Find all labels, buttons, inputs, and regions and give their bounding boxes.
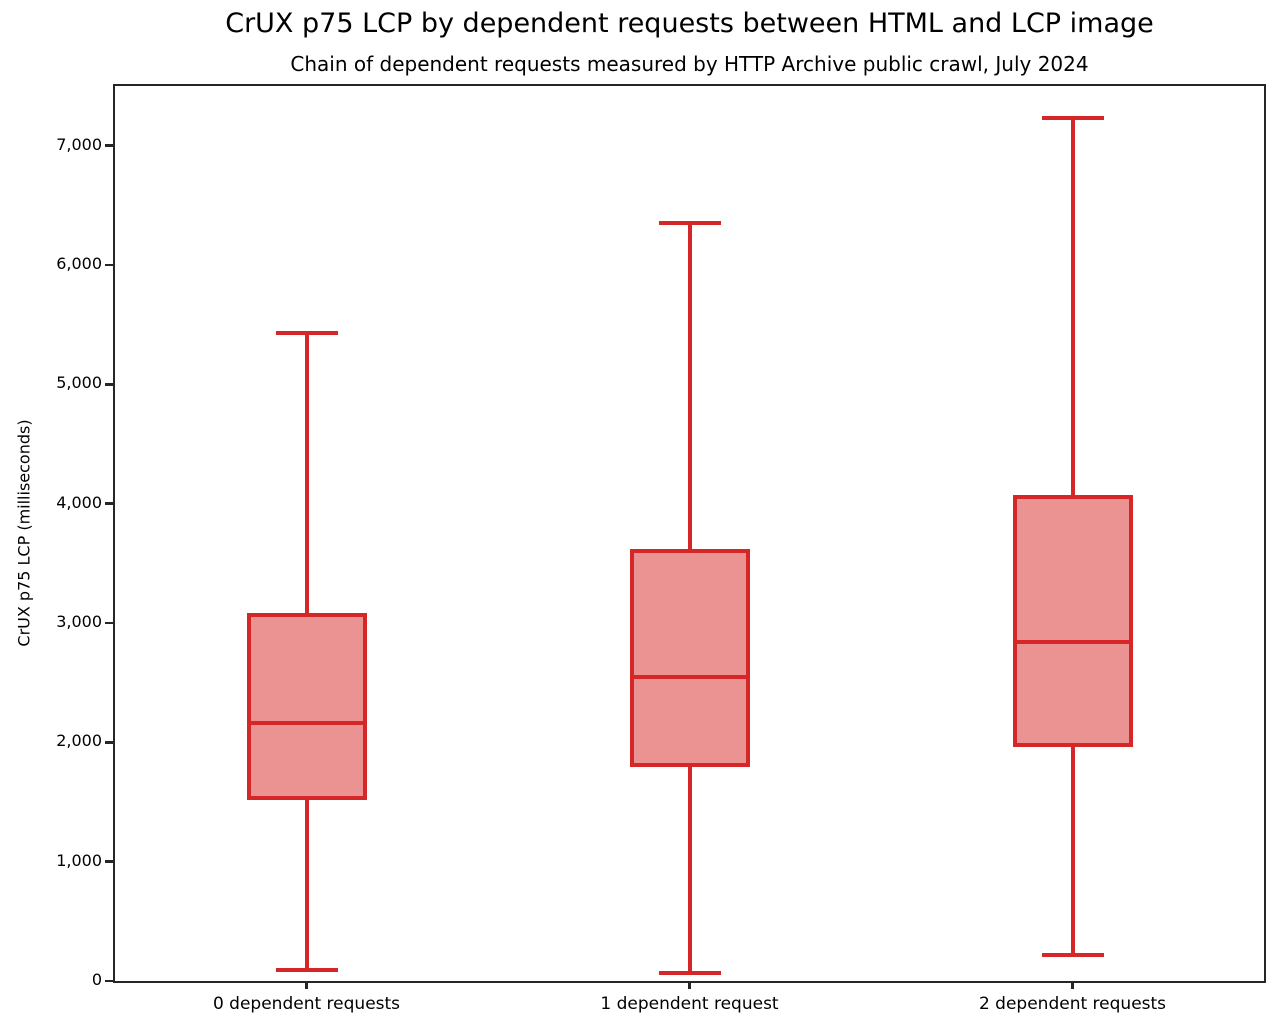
whisker-lower [687,765,692,973]
y-tick-mark [105,860,113,863]
y-tick-mark [105,144,113,147]
y-tick-label: 3,000 [56,612,102,631]
x-tick-mark [1071,981,1074,989]
box [629,549,750,767]
whisker-lower [1070,744,1075,955]
x-tick-label: 0 dependent requests [212,994,401,1014]
whisker-upper [304,333,309,615]
y-tick-mark [105,263,113,267]
x-tick-label: 2 dependent requests [978,994,1167,1014]
y-tick-label: 0 [91,970,102,989]
y-tick-mark [105,383,113,386]
plot-area: 0 1,000 2,000 3,000 4,000 5,000 6,000 7,000 0 de… [56,84,1266,1014]
y-tick-mark [105,741,113,744]
y-tick-mark [105,502,113,505]
y-tick-mark [105,621,113,625]
whisker-cap-upper [275,331,338,336]
whisker-cap-lower [1041,952,1104,957]
y-tick-label: 7,000 [56,134,102,154]
x-tick-mark [688,981,691,989]
median-line [629,674,750,679]
box [1012,494,1133,747]
whisker-cap-lower [275,968,338,973]
chart-title: CrUX p75 LCP by dependent requests betwe… [225,8,1154,39]
x-tick-mark [305,981,308,989]
whisker-cap-upper [658,221,721,226]
whisker-cap-lower [658,970,721,975]
whisker-upper [687,223,692,552]
whisker-cap-upper [1041,116,1104,121]
y-tick-label: 1,000 [56,850,102,870]
x-tick-label: 1 dependent request [600,994,779,1014]
whisker-upper [1070,118,1075,497]
median-line [246,721,367,726]
y-tick-label: 4,000 [56,492,102,512]
y-axis-label: CrUX p75 LCP (milliseconds) [14,419,34,647]
y-tick-label: 5,000 [56,373,102,393]
y-tick-mark [105,979,113,983]
y-tick-label: 2,000 [56,731,102,751]
whisker-lower [304,798,309,971]
chart-subtitle: Chain of dependent requests measured by … [290,52,1089,76]
y-tick-label: 6,000 [56,254,102,273]
median-line [1012,640,1133,645]
box [246,612,367,801]
